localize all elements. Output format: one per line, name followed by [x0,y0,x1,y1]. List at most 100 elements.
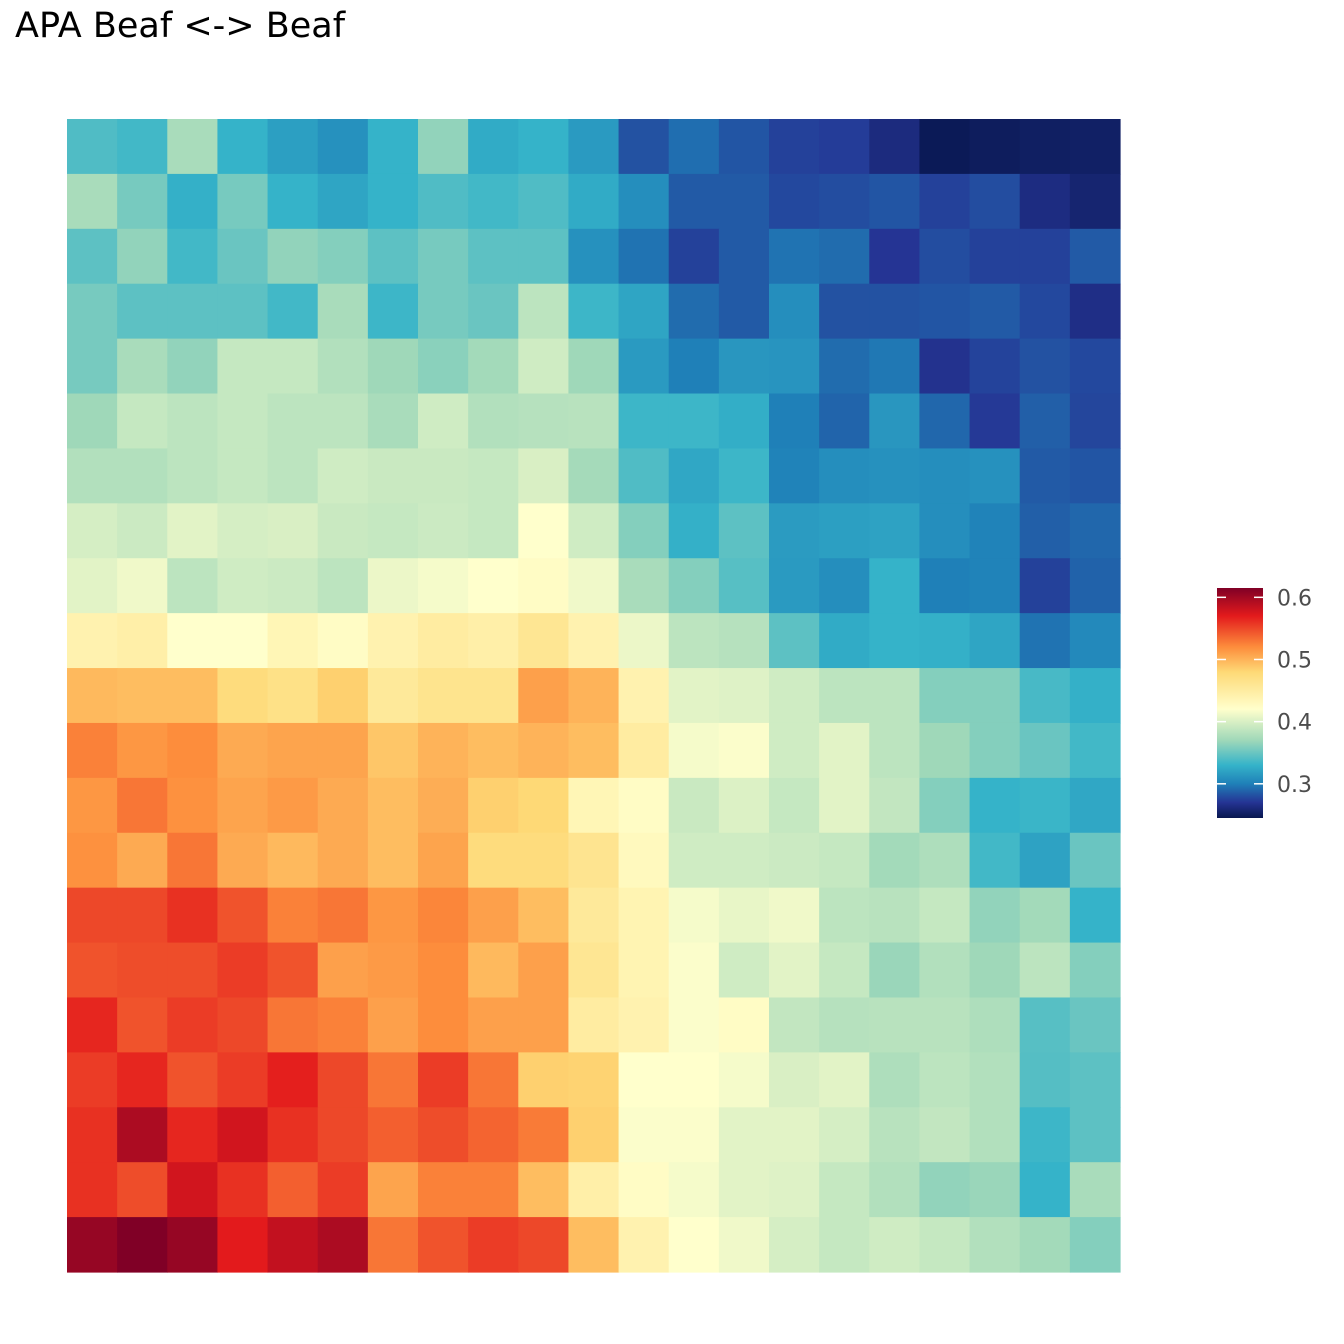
heatmap-cell-r20-c18 [969,1217,1021,1273]
heatmap-cell-r0-c17 [919,119,971,175]
heatmap-cell-r9-c13 [718,613,770,669]
heatmap-cell-r2-c2 [167,228,219,285]
heatmap-cell-r10-c17 [919,668,971,724]
heatmap-cell-r11-c6 [367,722,419,779]
heatmap-cell-r12-c3 [217,777,269,834]
heatmap-cell-r11-c11 [618,722,670,779]
heatmap-cell-r14-c18 [969,887,1021,944]
heatmap-cell-r11-c7 [418,722,469,779]
heatmap-cell-r20-c11 [618,1217,670,1273]
heatmap-cell-r18-c10 [568,1107,620,1163]
heatmap-cell-r11-c4 [267,722,319,779]
heatmap-cell-r1-c5 [317,173,369,230]
heatmap-cell-r15-c10 [568,942,620,999]
heatmap-cell-r3-c3 [217,283,269,340]
heatmap-cell-r3-c6 [367,283,419,340]
heatmap-cell-r17-c20 [1069,1052,1121,1108]
heatmap-cell-r17-c16 [869,1052,921,1108]
heatmap-cell-r14-c10 [568,887,620,944]
heatmap-cell-r11-c5 [317,722,369,779]
heatmap-cell-r14-c17 [919,887,971,944]
heatmap-cell-r5-c19 [1019,393,1071,450]
heatmap-cell-r6-c7 [418,448,469,504]
heatmap-cell-r12-c17 [919,777,971,834]
heatmap-cell-r10-c12 [668,668,720,724]
heatmap-cell-r15-c20 [1069,942,1121,999]
heatmap-cell-r3-c16 [869,283,921,340]
heatmap-cell-r5-c20 [1069,393,1121,450]
heatmap-cell-r17-c11 [618,1052,670,1108]
heatmap-cell-r15-c8 [468,942,519,999]
heatmap-cell-r5-c15 [819,393,870,450]
heatmap-cell-r18-c15 [819,1107,870,1163]
heatmap-cell-r11-c1 [117,722,168,779]
heatmap-cell-r4-c14 [769,338,820,395]
heatmap-cell-r7-c20 [1069,503,1121,559]
heatmap-cell-r17-c7 [418,1052,469,1108]
heatmap-cell-r1-c19 [1019,173,1071,230]
heatmap-cell-r2-c18 [969,228,1021,285]
heatmap-cell-r16-c11 [618,997,670,1053]
heatmap-cell-r5-c18 [969,393,1021,450]
heatmap-cell-r2-c5 [317,228,369,285]
heatmap-cell-r15-c12 [668,942,720,999]
heatmap-cell-r3-c9 [518,283,570,340]
heatmap-cell-r18-c17 [919,1107,971,1163]
heatmap-cell-r0-c5 [317,119,369,175]
heatmap-cell-r17-c13 [718,1052,770,1108]
heatmap-cell-r5-c4 [267,393,319,450]
heatmap-cell-r8-c5 [317,558,369,614]
heatmap-cell-r1-c7 [418,173,469,230]
heatmap-cell-r19-c12 [668,1162,720,1218]
heatmap-cell-r10-c8 [468,668,519,724]
heatmap-cell-r5-c8 [468,393,519,450]
heatmap-cell-r19-c4 [267,1162,319,1218]
heatmap-cell-r7-c0 [67,503,118,559]
heatmap-cell-r8-c10 [568,558,620,614]
heatmap-cell-r20-c2 [167,1217,219,1273]
heatmap-cell-r14-c1 [117,887,168,944]
heatmap-cell-r4-c1 [117,338,168,395]
heatmap-cell-r9-c15 [819,613,870,669]
heatmap-cell-r14-c2 [167,887,219,944]
heatmap-cell-r18-c1 [117,1107,168,1163]
heatmap-cell-r4-c20 [1069,338,1121,395]
heatmap-cell-r15-c4 [267,942,319,999]
heatmap-cell-r17-c12 [668,1052,720,1108]
heatmap-cell-r0-c16 [869,119,921,175]
heatmap-cell-r7-c4 [267,503,319,559]
heatmap-cell-r2-c19 [1019,228,1071,285]
heatmap-cell-r2-c7 [418,228,469,285]
heatmap-cell-r4-c11 [618,338,670,395]
heatmap-cell-r1-c3 [217,173,269,230]
heatmap-cell-r3-c4 [267,283,319,340]
heatmap-cell-r2-c20 [1069,228,1121,285]
heatmap-cell-r3-c7 [418,283,469,340]
heatmap-cell-r0-c3 [217,119,269,175]
heatmap-cell-r20-c15 [819,1217,870,1273]
heatmap-cell-r11-c2 [167,722,219,779]
heatmap-cells [67,119,1121,1273]
heatmap-cell-r3-c14 [769,283,820,340]
heatmap-cell-r8-c9 [518,558,570,614]
heatmap-cell-r7-c13 [718,503,770,559]
heatmap-cell-r3-c10 [568,283,620,340]
heatmap-cell-r0-c10 [568,119,620,175]
heatmap-cell-r7-c5 [317,503,369,559]
heatmap-cell-r12-c19 [1019,777,1071,834]
heatmap-cell-r19-c20 [1069,1162,1121,1218]
heatmap-cell-r1-c10 [568,173,620,230]
heatmap-cell-r19-c11 [618,1162,670,1218]
heatmap-cell-r13-c16 [869,832,921,889]
heatmap-cell-r2-c11 [618,228,670,285]
heatmap-cell-r7-c2 [167,503,219,559]
heatmap-cell-r13-c4 [267,832,319,889]
heatmap-cell-r8-c2 [167,558,219,614]
heatmap-cell-r15-c2 [167,942,219,999]
heatmap-cell-r4-c12 [668,338,720,395]
heatmap-cell-r12-c9 [518,777,570,834]
heatmap-cell-r17-c1 [117,1052,168,1108]
heatmap-cell-r0-c18 [969,119,1021,175]
heatmap-cell-r8-c15 [819,558,870,614]
heatmap-cell-r9-c14 [769,613,820,669]
